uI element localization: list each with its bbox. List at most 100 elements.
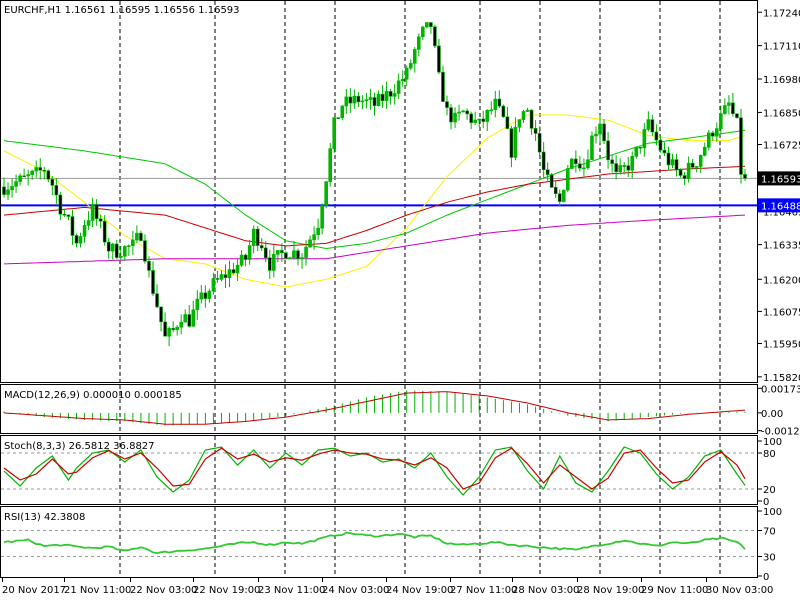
candle-body: [404, 67, 409, 80]
candle-body: [698, 155, 703, 167]
candle-body: [2, 186, 6, 195]
candle-body: [553, 187, 558, 194]
candle-body: [634, 146, 639, 157]
price-box: [758, 171, 800, 186]
candle-body: [457, 111, 461, 114]
macd-title: MACD(12,26,9) 0.000010 0.000185: [4, 390, 182, 401]
candle-body: [380, 93, 385, 102]
candle-body: [38, 167, 43, 171]
candle-body: [723, 105, 727, 114]
candle-body: [139, 232, 143, 241]
candle-body: [598, 123, 602, 135]
candle-body: [666, 152, 671, 166]
candle-body: [735, 113, 739, 118]
candle-body: [642, 129, 647, 149]
candle-body: [255, 228, 260, 246]
candle-body: [10, 186, 14, 191]
candle-body: [272, 253, 276, 271]
candle-body: [731, 102, 735, 115]
candle-body: [525, 109, 530, 112]
candle-body: [437, 45, 441, 73]
candle-body: [292, 250, 296, 259]
candle-body: [98, 218, 103, 222]
candle-body: [263, 247, 268, 258]
main-pane-frame: [0, 0, 758, 383]
candle-body: [574, 158, 578, 165]
candle-body: [22, 175, 26, 178]
y-tick-label: 1.16075: [763, 307, 800, 318]
candle-body: [638, 146, 643, 149]
macd-pane-frame: [0, 384, 758, 434]
candle-body: [26, 174, 30, 177]
candle-body: [578, 163, 582, 169]
candle-body: [618, 165, 622, 172]
candle-body: [396, 80, 401, 94]
x-tick-label: 30 Nov 03:00: [706, 585, 773, 596]
candle-body: [106, 241, 111, 252]
candle-body: [324, 181, 328, 206]
y-tick-label: 0.00: [761, 409, 783, 420]
candle-body: [42, 169, 47, 172]
candle-body: [400, 78, 405, 82]
candle-body: [231, 269, 236, 274]
candle-body: [727, 102, 731, 106]
candle-body: [557, 193, 562, 202]
candle-body: [86, 220, 91, 226]
candle-body: [280, 250, 284, 254]
current-price-tag: 1.16593: [758, 171, 800, 186]
candle-body: [521, 111, 526, 120]
main-title: EURCHF,H1 1.16561 1.16595 1.16556 1.1659…: [4, 5, 240, 16]
candle-body: [155, 293, 159, 308]
candle-body: [461, 110, 465, 113]
candle-body: [360, 100, 365, 103]
candle-body: [247, 245, 252, 260]
moving-average-line: [3, 165, 746, 247]
candle-body: [445, 101, 449, 108]
candle-body: [316, 227, 320, 235]
stoch-pane-frame: [0, 435, 758, 505]
macd-pane: 0.001739 0.00 -0.001255: [3, 384, 800, 438]
candle-body: [78, 236, 83, 244]
candle-body: [296, 250, 300, 259]
y-tick-label: 70: [763, 527, 776, 538]
candle-body: [300, 257, 304, 259]
candle-body: [622, 165, 626, 167]
x-tick-label: 24 Nov 03:00: [322, 585, 389, 596]
candle-body: [127, 245, 131, 248]
candle-body: [743, 174, 747, 179]
x-tick-label: 24 Nov 19:00: [386, 585, 453, 596]
candle-body: [288, 257, 292, 260]
candle-body: [163, 321, 167, 337]
candle-body: [102, 220, 107, 243]
y-tick-label: -0.001255: [761, 427, 800, 438]
candle-body: [529, 109, 534, 129]
y-tick-label: 1.16850: [763, 108, 800, 119]
y-tick-label: 1.17240: [763, 8, 800, 19]
candle-body: [429, 22, 433, 27]
x-tick-label: 22 Nov 03:00: [130, 585, 197, 596]
candle-body: [606, 140, 610, 161]
candle-body: [304, 246, 308, 258]
candle-body: [590, 135, 594, 161]
candle-body: [376, 93, 381, 106]
candle-body: [66, 214, 71, 217]
candle-body: [561, 189, 566, 202]
candle-body: [586, 159, 590, 169]
candle-body: [626, 165, 631, 171]
candle-body: [352, 95, 357, 104]
candle-body: [670, 159, 675, 166]
candle-body: [694, 166, 699, 168]
candle-body: [14, 181, 18, 187]
candle-body: [412, 49, 417, 64]
candle-body: [312, 234, 316, 241]
x-tick-label: 23 Nov 11:00: [258, 585, 325, 596]
candle-body: [34, 167, 39, 172]
candle-body: [630, 156, 635, 171]
candle-body: [123, 246, 127, 257]
x-tick-label: 20 Nov 2017: [2, 585, 66, 596]
candle-body: [702, 146, 707, 156]
candle-body: [372, 97, 377, 106]
y-tick-label: 1.16725: [763, 141, 800, 152]
candle-body: [477, 118, 482, 121]
candle-body: [251, 228, 256, 246]
